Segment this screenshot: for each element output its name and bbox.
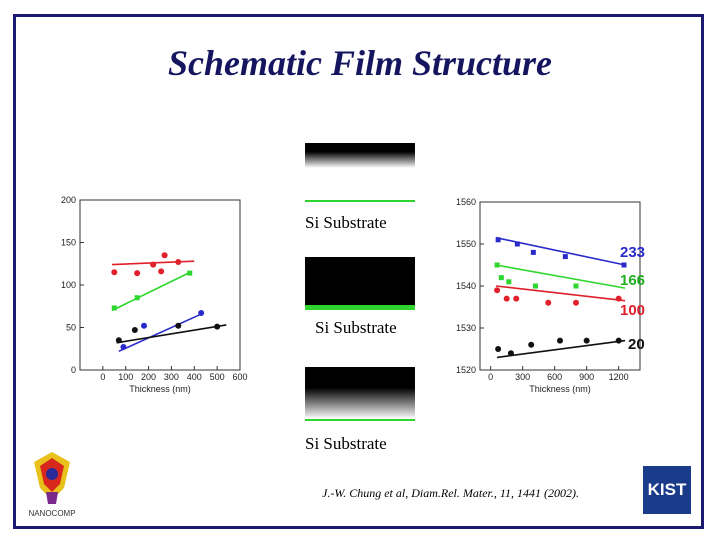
data-point-green [494, 262, 500, 268]
fit-line-blue [118, 312, 204, 353]
y-tick-label: 1550 [456, 239, 476, 249]
data-point-black [507, 350, 514, 357]
y-tick-label: 1560 [456, 197, 476, 207]
x-tick-label: 400 [187, 372, 202, 382]
data-point-black [495, 346, 502, 352]
film-structure-1: Si Substrate [305, 143, 415, 233]
data-point-green [532, 283, 538, 289]
data-point-blue [514, 241, 520, 247]
data-point-red [494, 287, 501, 294]
film-layer [305, 367, 415, 419]
data-point-blue [198, 310, 205, 317]
film-substrate-line [305, 200, 415, 202]
y-tick-label: 100 [61, 280, 76, 290]
annotation-166: 166 [620, 272, 646, 289]
data-point-green [573, 283, 579, 289]
data-point-black [583, 337, 590, 344]
film-structure-2: Si Substrate [305, 257, 415, 338]
nanocomp-logo-text: NANOCOMP [28, 509, 75, 518]
data-point-blue [621, 262, 627, 268]
x-tick-label: 300 [515, 372, 530, 382]
film-substrate-line [305, 305, 415, 310]
data-point-blue [141, 322, 147, 329]
substrate-label: Si Substrate [305, 213, 387, 232]
nanocomp-logo: NANOCOMP [28, 452, 76, 518]
x-axis-label: Thickness (nm) [529, 384, 591, 394]
film-layer [305, 257, 415, 305]
plot-frame [79, 199, 241, 371]
annotation-100: 100 [620, 302, 646, 319]
data-point-blue [495, 237, 501, 243]
data-point-blue [530, 249, 536, 255]
data-point-black [115, 337, 122, 344]
x-tick-label: 900 [579, 372, 594, 382]
kist-logo: KIST [643, 466, 691, 514]
slide-title: Schematic Film Structure [167, 43, 553, 83]
data-point-red [573, 299, 579, 306]
data-point-green [111, 305, 117, 311]
data-point-red [175, 259, 182, 266]
data-point-black [214, 323, 221, 330]
fit-line-black [496, 339, 626, 359]
film-structure-3: Si Substrate [305, 367, 415, 454]
slide-frame [13, 14, 704, 529]
citation: J.-W. Chung et al, Diam.Rel. Mater., 11,… [322, 486, 579, 500]
fit-line-black [116, 324, 227, 344]
film-substrate-line [305, 419, 415, 421]
data-point-blue [120, 344, 127, 351]
x-tick-label: 0 [100, 372, 105, 382]
x-tick-label: 500 [210, 372, 225, 382]
data-point-black [615, 337, 622, 344]
fit-line-green [495, 264, 626, 289]
x-tick-label: 0 [488, 372, 493, 382]
y-tick-label: 1530 [456, 323, 476, 333]
data-point-black [131, 327, 138, 334]
data-point-black [528, 341, 535, 348]
substrate-label: Si Substrate [305, 434, 387, 453]
y-tick-label: 50 [66, 323, 76, 333]
data-point-red [134, 270, 141, 277]
x-tick-label: 200 [141, 372, 156, 382]
data-point-red [111, 269, 118, 276]
film-layer [305, 143, 415, 168]
y-tick-label: 150 [61, 238, 76, 248]
annotation-233: 233 [620, 244, 646, 261]
data-point-red [161, 252, 168, 259]
data-point-green [498, 275, 504, 281]
data-point-green [506, 279, 512, 285]
x-tick-label: 100 [118, 372, 133, 382]
y-tick-label: 1540 [456, 281, 476, 291]
data-point-red [150, 261, 157, 268]
data-point-red [545, 299, 552, 306]
fit-line-green [111, 270, 193, 312]
data-point-black [557, 337, 563, 344]
film-interlayer [305, 168, 415, 200]
x-axis-label: Thickness (nm) [129, 384, 191, 394]
data-point-green [134, 295, 140, 301]
x-tick-label: 1200 [609, 372, 629, 382]
x-tick-label: 300 [164, 372, 179, 382]
x-tick-label: 600 [232, 372, 247, 382]
data-point-blue [562, 254, 568, 260]
chart-left: 0 100 200 300 400 500 600 0 50 100 150 200 Thickness… [61, 195, 248, 394]
y-tick-label: 200 [61, 195, 76, 205]
substrate-label: Si Substrate [315, 318, 397, 337]
y-tick-label: 0 [71, 365, 76, 375]
data-point-black [175, 322, 182, 329]
data-point-green [187, 270, 193, 276]
x-tick-label: 600 [547, 372, 562, 382]
data-point-red [513, 295, 520, 302]
fit-line-red [495, 285, 626, 302]
data-point-red [158, 268, 165, 275]
data-point-red [503, 295, 510, 302]
y-tick-label: 1520 [456, 365, 476, 375]
chart-right: 0 300 600 900 1200 1520 1530 1540 1550 1560 Thickn… [456, 197, 641, 394]
annotation-20: 20 [628, 336, 645, 353]
data-point-red [615, 295, 622, 302]
